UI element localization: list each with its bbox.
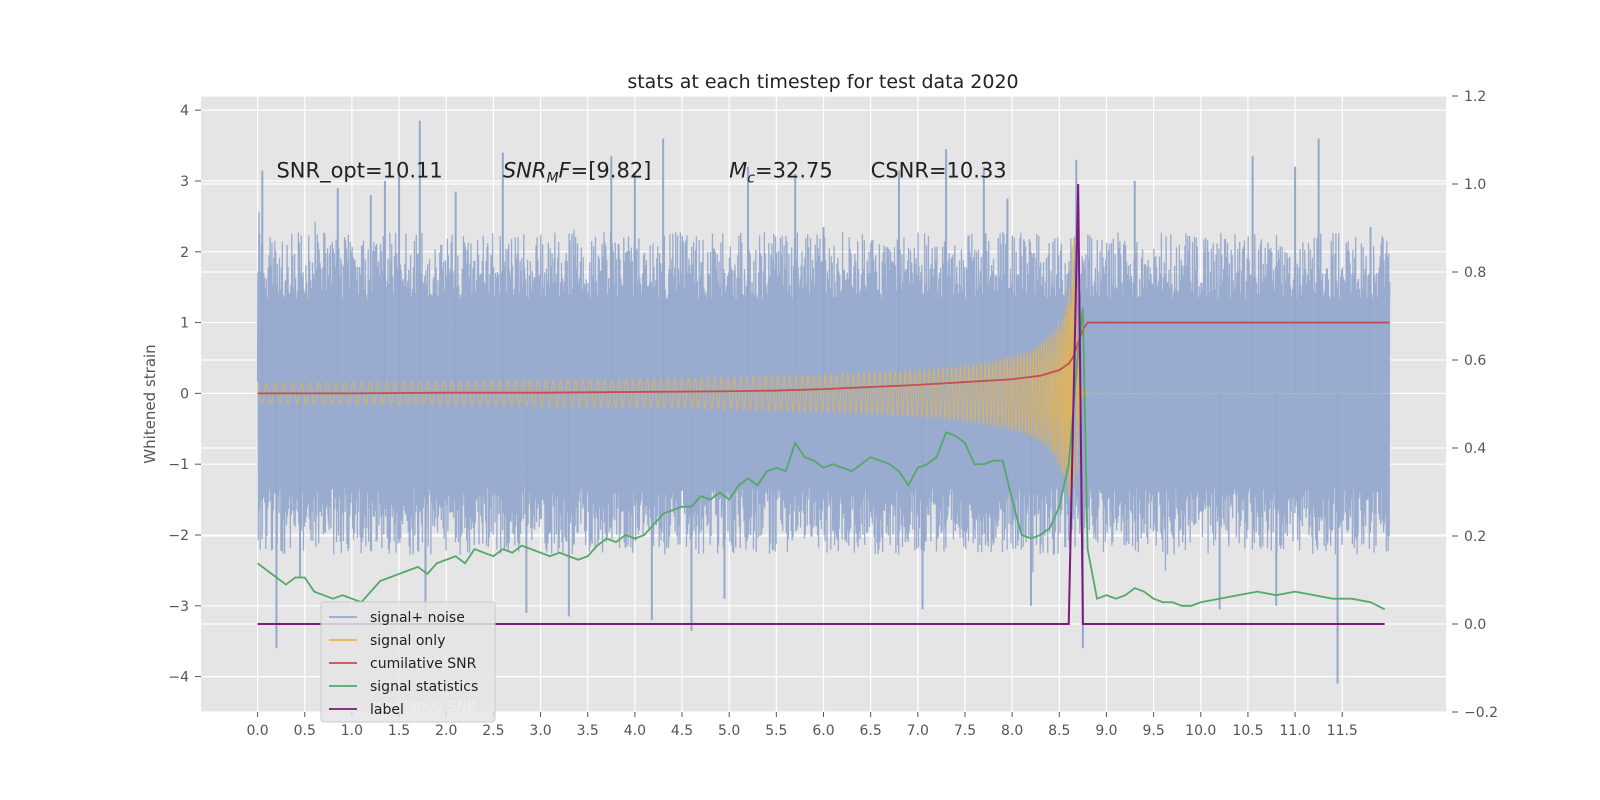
legend-box bbox=[320, 601, 496, 723]
yr-tick-label-6: 1.0 bbox=[1464, 177, 1486, 193]
series-signal-statistics bbox=[257, 308, 1386, 611]
yr-tick-label-7: 1.2 bbox=[1464, 89, 1486, 105]
chirp-trace bbox=[257, 237, 1390, 513]
x-tick-label-3: 1.5 bbox=[388, 723, 410, 739]
y-tick-label-8: 4 bbox=[180, 103, 189, 119]
x-tick-label-18: 9.0 bbox=[1095, 723, 1117, 739]
x-tick-label-6: 3.0 bbox=[529, 723, 551, 739]
legend-ghost-text: cumilative SNR bbox=[370, 699, 477, 715]
x-tick-label-21: 10.5 bbox=[1232, 723, 1263, 739]
x-tick-label-1: 0.5 bbox=[294, 723, 316, 739]
legend-label-4: label bbox=[370, 702, 404, 718]
series-label bbox=[257, 183, 1385, 625]
x-axis: 0.0 0.5 1.0 1.5 2.0 2.5 3.0 3.5 4.0 4.5 5.0 5.5 6.0 6… bbox=[246, 712, 1358, 739]
x-tick-label-11: 5.5 bbox=[765, 723, 787, 739]
annotation-snr-mf: SNRMF=[9.82] bbox=[503, 158, 652, 186]
x-tick-label-8: 4.0 bbox=[624, 723, 646, 739]
line-4 bbox=[257, 183, 1385, 625]
chart-title: stats at each timestep for test data 202… bbox=[627, 71, 1018, 93]
yr-tick-label-1: 0.0 bbox=[1464, 617, 1486, 633]
y-tick-label-3: −1 bbox=[168, 457, 189, 473]
line-3 bbox=[257, 308, 1386, 611]
x-tick-label-5: 2.5 bbox=[482, 723, 504, 739]
x-tick-label-9: 4.5 bbox=[671, 723, 693, 739]
x-tick-label-17: 8.5 bbox=[1048, 723, 1070, 739]
line-2 bbox=[257, 321, 1390, 395]
y-tick-label-7: 3 bbox=[180, 174, 189, 190]
series-signal-noise bbox=[256, 120, 1391, 684]
series-cumilative-snr bbox=[257, 321, 1390, 395]
x-tick-label-15: 7.5 bbox=[954, 723, 976, 739]
y-tick-label-4: 0 bbox=[180, 386, 189, 402]
x-tick-label-2: 1.0 bbox=[341, 723, 363, 739]
legend-label-2: cumilative SNR bbox=[370, 656, 477, 672]
y-axis-right: −0.2 0.0 0.2 0.4 0.6 0.8 1.0 1.2 bbox=[1452, 89, 1498, 721]
legend-label-0: signal+ noise bbox=[370, 610, 465, 626]
yr-tick-label-3: 0.4 bbox=[1464, 441, 1486, 457]
x-tick-label-13: 6.5 bbox=[860, 723, 882, 739]
legend: cumilative SNR signal+ noise signal only cu… bbox=[320, 601, 496, 723]
y-axis-left: −4 −3 −2 −1 0 1 2 3 4 bbox=[168, 103, 201, 686]
yr-tick-label-2: 0.2 bbox=[1464, 529, 1486, 545]
yr-tick-label-5: 0.8 bbox=[1464, 265, 1486, 281]
annotations: SNR_opt=10.11 SNRMF=[9.82] Mc=32.75 CSNR=10… bbox=[276, 158, 1006, 186]
legend-label-3: signal statistics bbox=[370, 679, 478, 695]
y-axis-label: Whitened strain bbox=[141, 344, 159, 463]
x-tick-label-16: 8.0 bbox=[1001, 723, 1023, 739]
x-tick-label-23: 11.5 bbox=[1327, 723, 1358, 739]
yr-tick-label-0: −0.2 bbox=[1464, 705, 1498, 721]
series-layer bbox=[256, 120, 1391, 684]
yr-tick-label-4: 0.6 bbox=[1464, 353, 1486, 369]
x-tick-label-14: 7.0 bbox=[907, 723, 929, 739]
y-tick-label-2: −2 bbox=[168, 528, 189, 544]
y-tick-label-1: −3 bbox=[168, 599, 189, 615]
x-tick-label-12: 6.0 bbox=[812, 723, 834, 739]
y-tick-label-6: 2 bbox=[180, 245, 189, 261]
annotation-csnr: CSNR=10.33 bbox=[871, 158, 1007, 182]
x-tick-label-20: 10.0 bbox=[1185, 723, 1216, 739]
x-tick-label-4: 2.0 bbox=[435, 723, 457, 739]
x-tick-label-19: 9.5 bbox=[1142, 723, 1164, 739]
legend-label-1: signal only bbox=[370, 633, 445, 649]
y-tick-label-0: −4 bbox=[168, 670, 189, 686]
x-tick-label-22: 11.0 bbox=[1280, 723, 1311, 739]
x-tick-label-10: 5.0 bbox=[718, 723, 740, 739]
series-signal-only bbox=[257, 237, 1390, 513]
y-tick-label-5: 1 bbox=[180, 316, 189, 332]
x-tick-label-7: 3.5 bbox=[577, 723, 599, 739]
x-tick-label-0: 0.0 bbox=[246, 723, 268, 739]
annotation-mc: Mc=32.75 bbox=[729, 158, 833, 186]
annotation-snr-opt: SNR_opt=10.11 bbox=[276, 158, 442, 183]
